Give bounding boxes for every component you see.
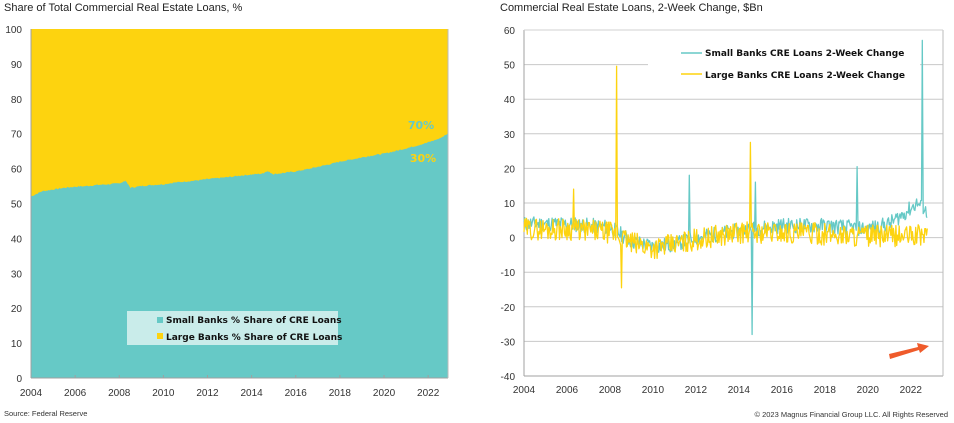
right-x-tick-label: 2012 <box>685 385 708 396</box>
left-x-tick-label: 2020 <box>373 388 396 399</box>
left-y-tick-label: 90 <box>11 60 23 71</box>
left-y-tick-label: 0 <box>16 374 22 385</box>
left-x-tick-label: 2008 <box>108 388 131 399</box>
right-chart: -40 -30 -20 -10 0 10 20 30 40 50 60 2004 2006 2008 201… <box>501 26 944 396</box>
legend-label-small-banks-change: Small Banks CRE Loans 2-Week Change <box>705 49 904 59</box>
right-chart-title: Commercial Real Estate Loans, 2-Week Cha… <box>500 2 763 14</box>
right-x-tick-label: 2010 <box>642 385 665 396</box>
left-y-tick-label: 60 <box>11 165 23 176</box>
legend-label-large-banks: Large Banks % Share of CRE Loans <box>166 333 342 343</box>
right-x-tick-label: 2022 <box>900 385 923 396</box>
right-x-tick-label: 2004 <box>513 385 536 396</box>
right-y-tick-label: 50 <box>504 61 516 72</box>
right-y-tick-label: 30 <box>504 130 516 141</box>
left-y-tick-label: 40 <box>11 234 23 245</box>
right-y-tick-label: 60 <box>504 26 516 37</box>
right-x-tick-label: 2008 <box>599 385 622 396</box>
left-y-tick-label: 30 <box>11 269 23 280</box>
arrow-shape <box>889 343 929 359</box>
right-y-tick-label: 10 <box>504 199 516 210</box>
left-y-tick-label: 70 <box>11 130 23 141</box>
arrow-icon <box>889 343 929 359</box>
left-x-tick-label: 2006 <box>64 388 87 399</box>
annotation-30-percent: 30% <box>410 152 436 165</box>
right-legend-box <box>648 38 920 86</box>
left-x-tick-label: 2022 <box>417 388 440 399</box>
left-x-tick-label: 2016 <box>285 388 308 399</box>
left-legend: Small Banks % Share of CRE Loans Large Ba… <box>127 311 342 345</box>
left-x-tick-label: 2010 <box>152 388 175 399</box>
left-y-tick-label: 100 <box>5 25 22 36</box>
right-y-tick-label: -20 <box>501 303 516 314</box>
legend-swatch-large-banks <box>157 333 163 339</box>
left-chart-title: Share of Total Commercial Real Estate Lo… <box>4 2 243 14</box>
left-x-tick-label: 2014 <box>241 388 264 399</box>
annotation-70-percent: 70% <box>408 119 434 132</box>
right-y-tick-label: -30 <box>501 337 516 348</box>
left-legend-box <box>127 311 338 345</box>
right-x-tick-label: 2016 <box>771 385 794 396</box>
copyright-note: © 2023 Magnus Financial Group LLC. All R… <box>754 410 948 419</box>
right-x-tick-label: 2014 <box>728 385 751 396</box>
legend-label-large-banks-change: Large Banks CRE Loans 2-Week Change <box>705 71 905 81</box>
right-legend: Small Banks CRE Loans 2-Week Change Large… <box>648 38 920 86</box>
right-y-tick-label: 40 <box>504 95 516 106</box>
right-x-tick-label: 2020 <box>857 385 880 396</box>
source-note: Source: Federal Reserve <box>4 409 88 418</box>
right-y-tick-label: 20 <box>504 164 516 175</box>
right-y-tick-label: -10 <box>501 268 516 279</box>
left-x-tick-label: 2012 <box>196 388 219 399</box>
left-x-tick-label: 2004 <box>20 388 43 399</box>
left-x-tick-label: 2018 <box>329 388 352 399</box>
right-x-tick-label: 2018 <box>814 385 837 396</box>
left-chart: 0 10 20 30 40 50 60 70 80 90 100 2004 2006 2008 2010 20… <box>5 25 449 399</box>
left-y-tick-label: 80 <box>11 95 23 106</box>
left-y-tick-label: 50 <box>11 200 23 211</box>
right-x-tick-label: 2006 <box>556 385 579 396</box>
left-y-tick-label: 20 <box>11 304 23 315</box>
right-y-tick-label: 0 <box>509 234 515 245</box>
legend-label-small-banks: Small Banks % Share of CRE Loans <box>166 316 342 326</box>
legend-swatch-small-banks <box>157 317 163 323</box>
large-banks-line <box>523 65 928 289</box>
left-y-tick-label: 10 <box>11 339 23 350</box>
right-y-tick-label: -40 <box>501 372 516 383</box>
